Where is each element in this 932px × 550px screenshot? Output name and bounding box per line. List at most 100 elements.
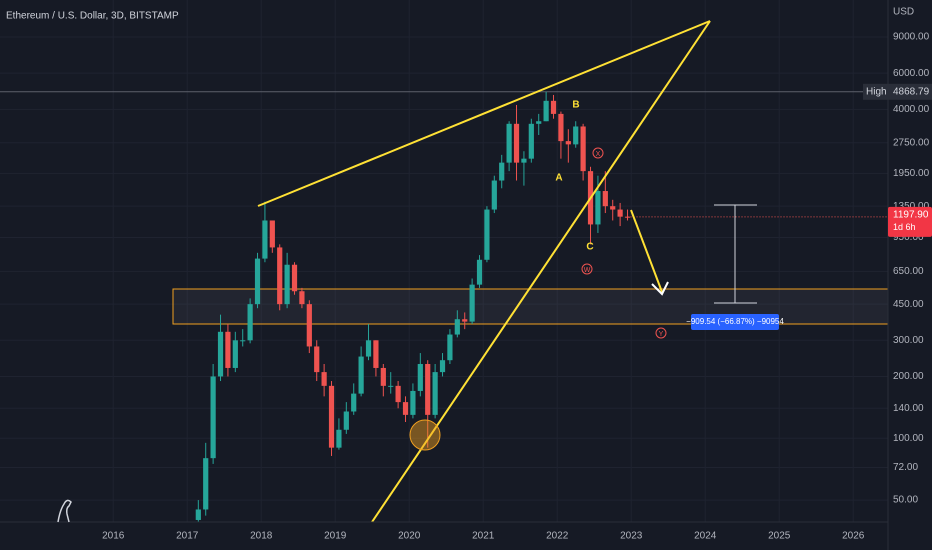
y-tick-label: 450.00 bbox=[893, 299, 924, 310]
high-value: 4868.79 bbox=[893, 86, 930, 97]
candle-body bbox=[617, 209, 623, 217]
y-tick-label: 50.00 bbox=[893, 495, 918, 506]
candle-body bbox=[550, 100, 557, 114]
candle-body bbox=[380, 367, 386, 386]
annotation: W bbox=[584, 267, 591, 274]
candle-body bbox=[262, 220, 268, 259]
candle-body bbox=[336, 429, 342, 448]
y-tick-label: 200.00 bbox=[893, 371, 924, 382]
y-tick-label: 1350.00 bbox=[893, 201, 930, 212]
candle-body bbox=[484, 209, 490, 260]
candle-body bbox=[351, 393, 357, 412]
last-price: 1197.90 bbox=[893, 209, 929, 220]
annotation: Y bbox=[659, 331, 664, 338]
x-tick-label: 2025 bbox=[768, 531, 791, 542]
arrow-head bbox=[651, 281, 669, 296]
candle-body bbox=[580, 126, 586, 172]
candle-body bbox=[240, 340, 246, 342]
candle-body bbox=[573, 126, 579, 145]
y-tick-label: 140.00 bbox=[893, 403, 924, 414]
time-axis bbox=[0, 522, 888, 550]
candle-body bbox=[432, 372, 438, 415]
candle-body bbox=[254, 258, 261, 305]
candle-body bbox=[521, 158, 527, 163]
currency: USD bbox=[893, 7, 914, 18]
candle-body bbox=[469, 284, 475, 322]
candle-body bbox=[425, 363, 431, 415]
annotation: B bbox=[572, 100, 579, 111]
candle-body bbox=[388, 385, 394, 387]
arrow bbox=[630, 209, 663, 293]
annotation-circle bbox=[581, 263, 593, 275]
candle-body bbox=[417, 363, 423, 391]
y-tick-label: 300.00 bbox=[893, 335, 924, 346]
annotation-circle bbox=[592, 147, 604, 159]
candle-body bbox=[491, 180, 497, 210]
high-badge bbox=[863, 83, 888, 100]
x-tick-label: 2018 bbox=[250, 531, 273, 542]
candle-body bbox=[410, 390, 416, 415]
candle-body bbox=[402, 402, 409, 415]
y-tick-label: 1950.00 bbox=[893, 168, 930, 179]
countdown: 1d 6h bbox=[893, 222, 916, 232]
logo bbox=[57, 499, 72, 523]
y-tick-label: 650.00 bbox=[893, 266, 924, 277]
candle-body bbox=[314, 346, 320, 373]
annotation: C bbox=[586, 242, 593, 253]
candle-body bbox=[395, 385, 401, 403]
trendline bbox=[371, 20, 711, 523]
candle-body bbox=[528, 123, 534, 159]
candle-body bbox=[499, 162, 505, 181]
x-tick-label: 2022 bbox=[546, 531, 569, 542]
x-tick-label: 2017 bbox=[176, 531, 199, 542]
candle-body bbox=[210, 376, 216, 459]
y-tick-label: 100.00 bbox=[893, 433, 924, 444]
candle-body bbox=[284, 264, 290, 305]
candle-body bbox=[291, 264, 298, 292]
candle-body bbox=[595, 191, 601, 225]
candle-body bbox=[203, 458, 209, 510]
candle-body bbox=[462, 319, 468, 322]
candle-body bbox=[476, 259, 483, 285]
x-tick-label: 2016 bbox=[102, 531, 125, 542]
measure-label: −909.54 (−66.87%) −90954 bbox=[686, 317, 784, 326]
candle-body bbox=[299, 291, 305, 305]
axes: 50.00 72.00 100.00 140.00 200.00 300.00 450.00… bbox=[102, 32, 932, 542]
grid bbox=[0, 0, 888, 522]
candle-body bbox=[602, 191, 608, 207]
y-tick-label: 72.00 bbox=[893, 462, 918, 473]
candle-body bbox=[277, 247, 283, 305]
highlight-circle bbox=[409, 419, 441, 451]
candle-body bbox=[373, 340, 379, 368]
y-tick-label: 9000.00 bbox=[893, 32, 930, 43]
candle-body bbox=[358, 356, 364, 394]
candle-body bbox=[447, 334, 453, 361]
candle-body bbox=[365, 340, 372, 357]
y-tick-label: 4000.00 bbox=[893, 104, 930, 115]
candle-body bbox=[225, 331, 231, 368]
candle-body bbox=[195, 509, 201, 520]
x-tick-label: 2020 bbox=[398, 531, 421, 542]
candle-body bbox=[565, 141, 571, 145]
candle-body bbox=[543, 100, 549, 122]
candle-body bbox=[232, 340, 238, 368]
y-tick-label: 6000.00 bbox=[893, 68, 930, 79]
candle-body bbox=[506, 123, 512, 163]
x-tick-label: 2019 bbox=[324, 531, 347, 542]
candle-body bbox=[217, 331, 224, 377]
x-tick-label: 2026 bbox=[842, 531, 865, 542]
measure-box bbox=[691, 314, 779, 330]
candle-body bbox=[454, 319, 460, 335]
x-tick-label: 2021 bbox=[472, 531, 495, 542]
x-tick-label: 2023 bbox=[620, 531, 643, 542]
y-tick-label: 2750.00 bbox=[893, 137, 930, 148]
candle-body bbox=[343, 411, 349, 430]
candle-body bbox=[328, 385, 335, 448]
y-tick-label: 950.00 bbox=[893, 232, 924, 243]
high-label: High bbox=[866, 86, 887, 97]
chart-title: Ethereum / U.S. Dollar, 3D, BITSTAMP bbox=[6, 11, 179, 22]
candle-body bbox=[269, 220, 275, 248]
candle-body bbox=[513, 123, 520, 163]
annotation: X bbox=[596, 151, 601, 158]
